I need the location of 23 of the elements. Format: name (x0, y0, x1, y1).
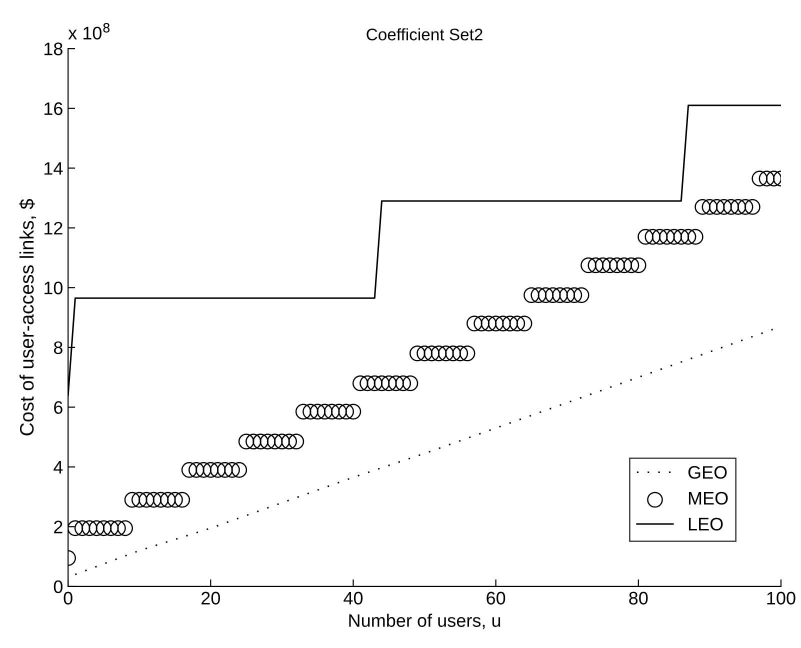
x-tick-label: 80 (629, 592, 648, 605)
y-tick-label: 4 (54, 461, 63, 474)
x-axis-title: Number of users, u (349, 614, 500, 630)
y-tick-label: 18 (44, 42, 62, 56)
y-tick-label: 6 (54, 401, 62, 414)
chart-title: Coefficient Set2 (366, 28, 482, 40)
text: x 10$^{8}$ (68, 23, 110, 40)
legend-label: MEO (688, 492, 728, 505)
y-tick-label: 10 (44, 282, 63, 294)
y-tick-label: 14 (44, 162, 63, 175)
legend-label: LEO (688, 518, 723, 531)
x-tick-label: 0 (64, 592, 72, 605)
y-tick-label: 8 (54, 341, 62, 354)
x-tick-label: 100 (767, 592, 796, 605)
y-tick-label: 12 (44, 222, 62, 234)
x-tick-label: 40 (344, 592, 363, 605)
y-tick-label: 0 (54, 580, 63, 594)
x-tick-label: 60 (486, 592, 506, 605)
y-axis-title: Cost of user-access links, $ (19, 198, 36, 436)
x-tick-label: 20 (202, 592, 220, 605)
y-tick-label: 16 (44, 102, 62, 116)
legend-label: GEO (688, 466, 727, 479)
y-tick-label: 2 (54, 520, 62, 534)
